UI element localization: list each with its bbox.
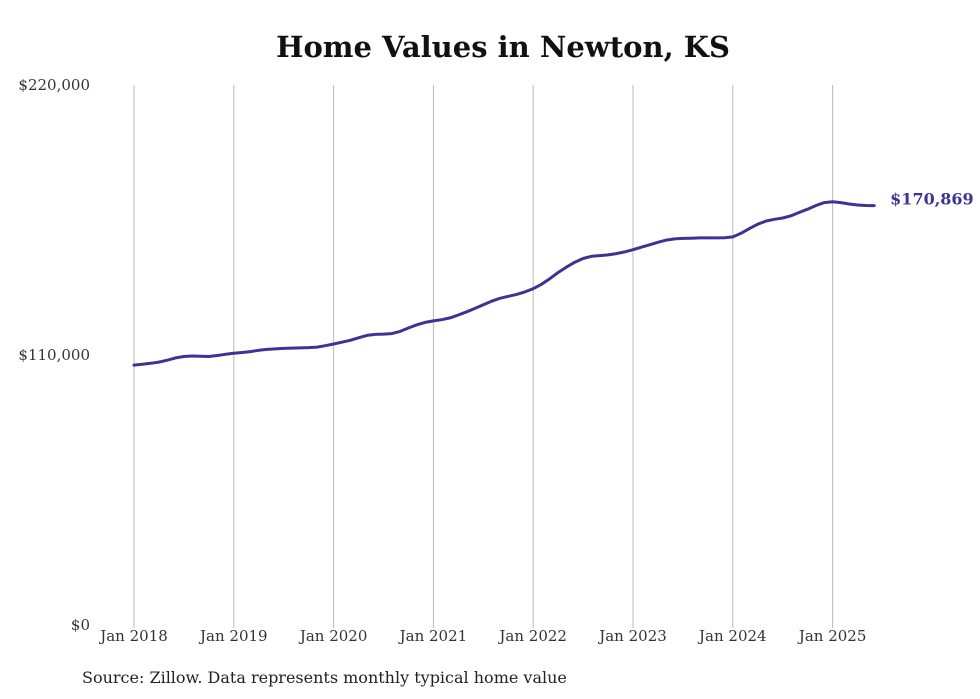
x-tick-label: Jan 2022 [497,627,567,645]
x-tick-label: Jan 2025 [797,627,867,645]
y-tick-label: $0 [71,616,90,634]
chart-title: Home Values in Newton, KS [276,30,730,64]
x-tick-label: Jan 2020 [298,627,368,645]
y-tick-label: $220,000 [18,76,90,94]
x-tick-label: Jan 2021 [398,627,468,645]
series-line [132,200,876,367]
source-note: Source: Zillow. Data represents monthly … [82,668,567,687]
y-tick-label: $110,000 [18,346,90,364]
x-tick-label: Jan 2024 [697,627,767,645]
x-tick-label: Jan 2023 [597,627,667,645]
x-tick-label: Jan 2018 [98,627,168,645]
x-tick-label: Jan 2019 [198,627,268,645]
end-value-label: $170,869 [890,190,974,209]
